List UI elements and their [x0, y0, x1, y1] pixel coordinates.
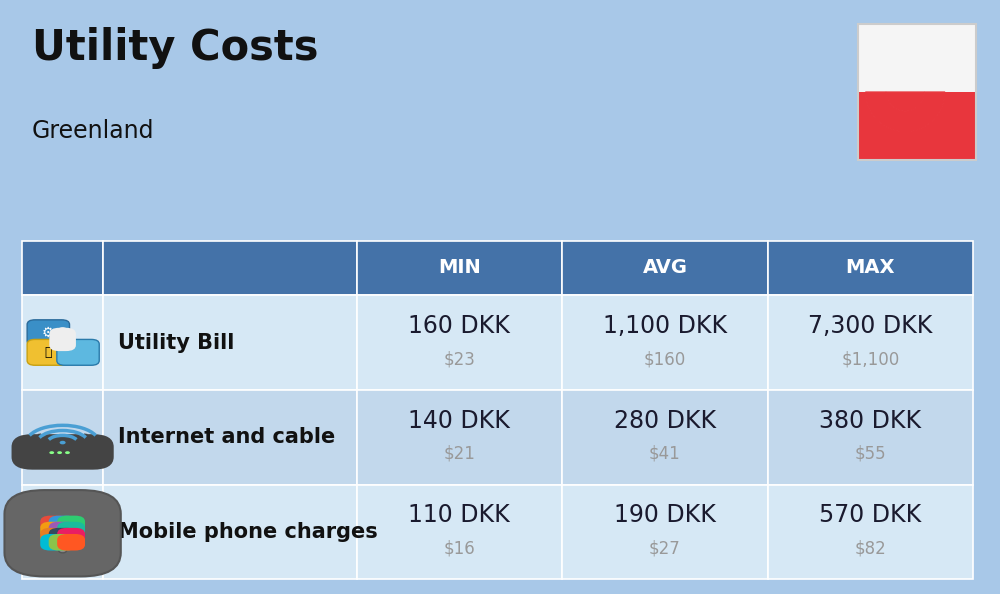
FancyBboxPatch shape [40, 528, 68, 545]
Circle shape [49, 451, 54, 454]
FancyBboxPatch shape [49, 516, 77, 532]
Text: Utility Bill: Utility Bill [118, 333, 235, 353]
FancyBboxPatch shape [357, 241, 562, 295]
Text: 1,100 DKK: 1,100 DKK [603, 314, 727, 338]
Text: 140 DKK: 140 DKK [408, 409, 510, 432]
FancyBboxPatch shape [562, 241, 768, 295]
FancyBboxPatch shape [57, 522, 85, 538]
FancyBboxPatch shape [49, 328, 76, 351]
Text: Utility Costs: Utility Costs [32, 27, 318, 69]
FancyBboxPatch shape [768, 485, 973, 579]
Circle shape [60, 441, 66, 444]
FancyBboxPatch shape [562, 295, 768, 390]
FancyBboxPatch shape [49, 528, 77, 545]
Text: 🔌: 🔌 [45, 346, 52, 359]
Text: $23: $23 [443, 350, 475, 368]
FancyBboxPatch shape [103, 295, 357, 390]
Ellipse shape [886, 73, 924, 111]
Text: AVG: AVG [642, 258, 687, 277]
FancyBboxPatch shape [858, 92, 976, 160]
FancyBboxPatch shape [768, 390, 973, 485]
FancyBboxPatch shape [562, 485, 768, 579]
Ellipse shape [866, 52, 945, 132]
FancyBboxPatch shape [103, 241, 357, 295]
Text: ⚙: ⚙ [42, 326, 55, 340]
FancyBboxPatch shape [40, 516, 68, 532]
FancyBboxPatch shape [22, 295, 103, 390]
Circle shape [57, 451, 62, 454]
FancyBboxPatch shape [103, 485, 357, 579]
Polygon shape [866, 92, 945, 132]
FancyBboxPatch shape [103, 390, 357, 485]
Circle shape [65, 451, 70, 454]
Text: Greenland: Greenland [32, 119, 154, 143]
Text: MIN: MIN [438, 258, 481, 277]
Text: 570 DKK: 570 DKK [819, 503, 922, 527]
Circle shape [59, 548, 67, 553]
Text: MAX: MAX [846, 258, 895, 277]
Text: $16: $16 [443, 539, 475, 557]
Text: 7,300 DKK: 7,300 DKK [808, 314, 933, 338]
Text: Mobile phone charges: Mobile phone charges [118, 522, 378, 542]
Text: 160 DKK: 160 DKK [408, 314, 510, 338]
Text: $41: $41 [649, 445, 681, 463]
FancyBboxPatch shape [22, 241, 103, 295]
Text: $160: $160 [644, 350, 686, 368]
Polygon shape [886, 92, 924, 111]
Text: $21: $21 [443, 445, 475, 463]
FancyBboxPatch shape [858, 24, 976, 160]
Text: 380 DKK: 380 DKK [819, 409, 922, 432]
FancyBboxPatch shape [22, 390, 103, 485]
FancyBboxPatch shape [57, 339, 99, 365]
FancyBboxPatch shape [40, 534, 68, 551]
FancyBboxPatch shape [768, 241, 973, 295]
FancyBboxPatch shape [12, 435, 113, 469]
FancyBboxPatch shape [57, 534, 85, 551]
FancyBboxPatch shape [49, 534, 77, 551]
FancyBboxPatch shape [357, 295, 562, 390]
FancyBboxPatch shape [49, 519, 77, 548]
FancyBboxPatch shape [357, 485, 562, 579]
Text: $27: $27 [649, 539, 681, 557]
Text: $82: $82 [855, 539, 886, 557]
FancyBboxPatch shape [768, 295, 973, 390]
FancyBboxPatch shape [357, 390, 562, 485]
FancyBboxPatch shape [57, 528, 85, 545]
Text: Internet and cable: Internet and cable [118, 427, 336, 447]
Text: $1,100: $1,100 [841, 350, 900, 368]
FancyBboxPatch shape [27, 339, 70, 365]
FancyBboxPatch shape [49, 522, 77, 538]
Text: 190 DKK: 190 DKK [614, 503, 716, 527]
Text: 110 DKK: 110 DKK [408, 503, 510, 527]
FancyBboxPatch shape [22, 485, 103, 579]
FancyBboxPatch shape [562, 390, 768, 485]
Text: 280 DKK: 280 DKK [614, 409, 716, 432]
FancyBboxPatch shape [40, 522, 68, 538]
FancyBboxPatch shape [57, 516, 85, 532]
FancyBboxPatch shape [4, 490, 121, 576]
Text: $55: $55 [855, 445, 886, 463]
Circle shape [58, 327, 68, 333]
FancyBboxPatch shape [27, 320, 70, 346]
